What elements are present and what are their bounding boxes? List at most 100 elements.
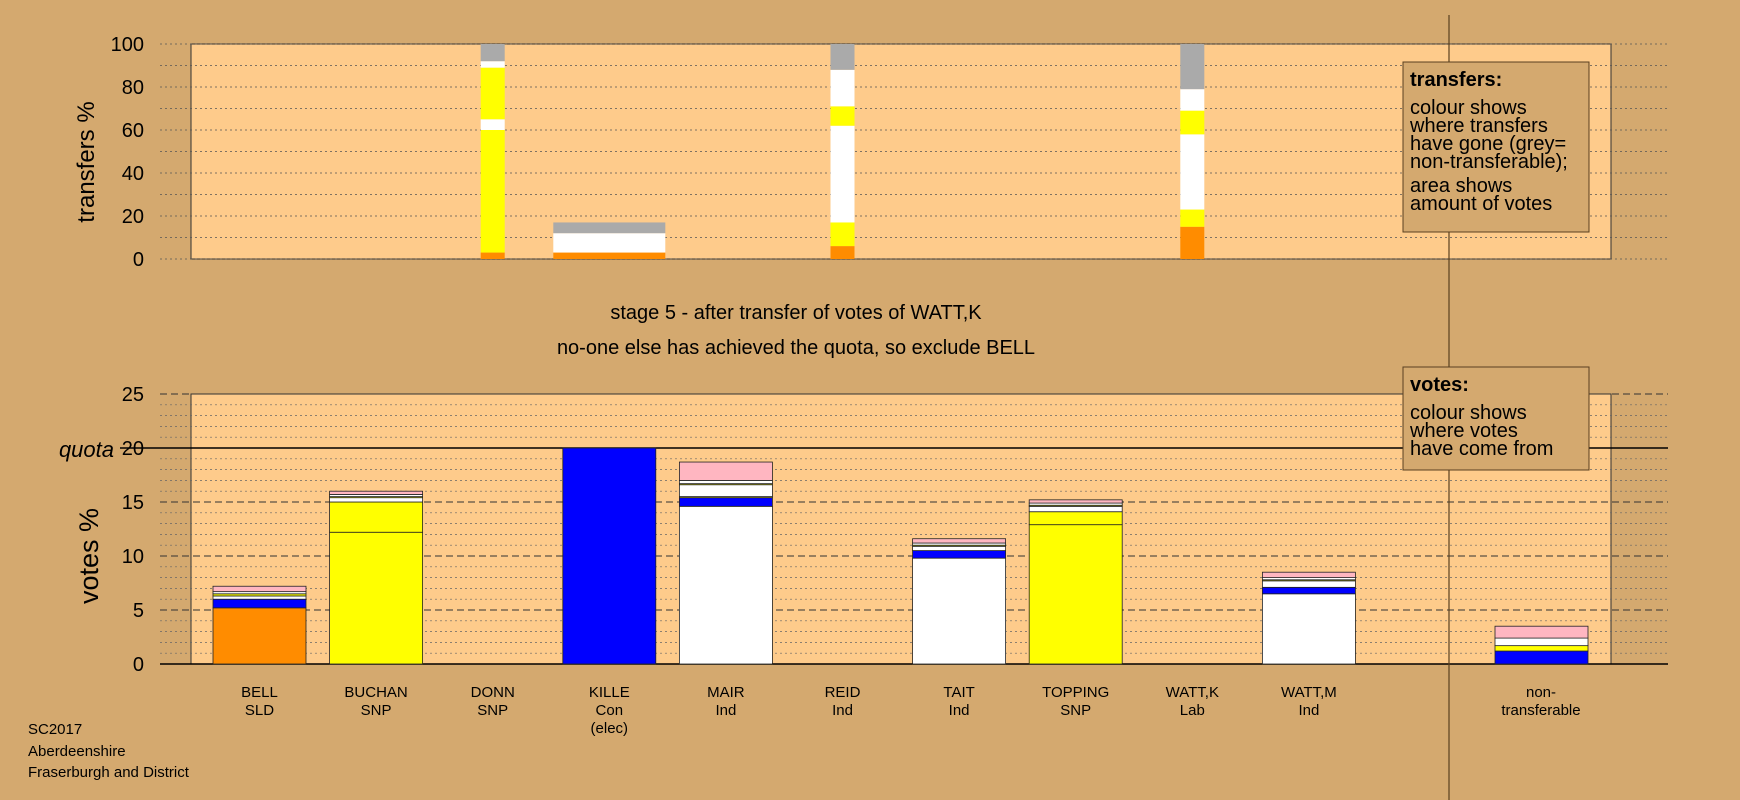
transfer-segment-ind [1180,134,1205,210]
transfer-segment-snp [830,106,855,126]
vote-segment-snp [1494,645,1589,652]
vote-segment-snp [329,531,424,665]
legend-line: colour shows [1410,97,1527,119]
vote-segment-lab [1494,625,1589,639]
vote-segment-ind [912,545,1006,552]
vote-segment-lab [1262,571,1356,579]
vote-segment-con [679,497,773,507]
votes-y-tick-label: 15 [122,492,144,514]
transfer-segment-ind [1180,89,1205,111]
candidate-name: TAIT [943,684,974,701]
transfer-segment-snp [1180,209,1205,227]
transfer-segment-snp [1180,110,1205,135]
vote-segment-ind [679,505,773,665]
transfers-y-tick-label: 60 [122,120,144,142]
votes-y-tick-label: 25 [122,384,144,406]
vote-segment-con [562,447,657,665]
transfer-segment-ind [830,125,855,223]
candidate-party: SNP [1060,702,1091,719]
vote-segment-lab [329,490,424,495]
votes-y-ticks: 0 5 10 15 20 25 [122,384,144,676]
candidate-name: MAIR [707,684,745,701]
quota-label: quota [59,437,114,462]
vote-segment-snp [1028,511,1123,526]
transfers-bars [480,44,1205,259]
vote-segment-ind [1262,580,1356,588]
candidate-name: WATT,K [1166,684,1219,701]
candidate-party: Con [596,702,624,719]
transfers-y-tick-label: 80 [122,77,144,99]
votes-y-tick-label: 10 [122,546,144,568]
transfer-segment-nontransferable [553,222,666,234]
candidate-labels: BELLSLDBUCHANSNPDONNSNPKILLECon(elec)MAI… [241,684,1580,737]
vote-segment-snp [329,501,424,533]
legend-line: amount of votes [1410,193,1552,215]
candidate-party: Ind [832,702,853,719]
legend-line: have come from [1410,438,1553,460]
candidate-party: SNP [477,702,508,719]
stage-exclusion-note: no-one else has achieved the quota, so e… [557,337,1035,359]
vote-segment-ind [329,497,424,503]
vote-segment-lab [679,461,773,481]
footer-election: SC2017 [28,721,82,738]
vote-segment-ind [1494,637,1589,647]
vote-segment-ind [912,557,1006,665]
legend-line: where transfers [1409,115,1548,137]
vote-segment-ind [679,479,773,485]
vote-segment-sld [212,607,307,665]
candidate-name: KILLE [589,684,630,701]
votes-y-tick-label: 0 [133,654,144,676]
votes-y-axis-label: votes % [74,508,104,604]
transfer-segment-snp [480,67,505,120]
legend-title: transfers: [1410,69,1502,91]
vote-segment-snp [1028,524,1123,665]
legend-title: votes: [1410,374,1469,396]
legend-line: colour shows [1410,402,1527,424]
candidate-name: BUCHAN [344,684,407,701]
transfer-segment-ind [553,233,666,253]
candidate-party: Ind [1298,702,1319,719]
candidate-name: DONN [471,684,515,701]
vote-segment-con [1262,586,1356,595]
vote-segment-con [1494,650,1589,665]
vote-segment-ind [1262,593,1356,665]
transfer-segment-sld [480,252,505,259]
vote-segment-lab [212,585,307,593]
legend-line: have gone (grey= [1410,133,1566,155]
footer-ward: Fraserburgh and District [28,764,190,781]
vote-segment-con [212,598,307,609]
legend-line: non-transferable); [1410,151,1568,173]
vote-segment-lab [1028,499,1123,504]
candidate-party: Ind [949,702,970,719]
candidate-party: SNP [361,702,392,719]
transfer-segment-ind [830,69,855,107]
candidate-name: BELL [241,684,278,701]
votes-legend: votes: colour shows where votes have come f… [1402,366,1590,471]
vote-segment-ind [212,595,307,600]
votes-plot-area [190,393,1612,665]
candidate-party: SLD [245,702,274,719]
transfer-segment-snp [830,222,855,247]
votes-y-tick-label: 20 [122,438,144,460]
legend-line: where votes [1409,420,1518,442]
vote-segment-con [912,550,1006,559]
candidate-status: (elec) [591,720,629,737]
vote-segment-ind [1028,505,1123,513]
transfer-segment-sld [1180,226,1205,259]
candidate-party: Lab [1180,702,1205,719]
votes-bars [212,447,1589,665]
transfers-y-ticks: 0 20 40 60 80 100 [111,34,144,271]
candidate-name: TOPPING [1042,684,1109,701]
transfer-segment-ind [480,61,505,68]
candidate-name: REID [825,684,861,701]
transfer-segment-sld [830,246,855,259]
footer-council: Aberdeenshire [28,743,126,760]
votes-y-tick-label: 5 [133,600,144,622]
candidate-party: Ind [715,702,736,719]
vote-segment-ind [679,484,773,498]
transfers-y-tick-label: 0 [133,249,144,271]
